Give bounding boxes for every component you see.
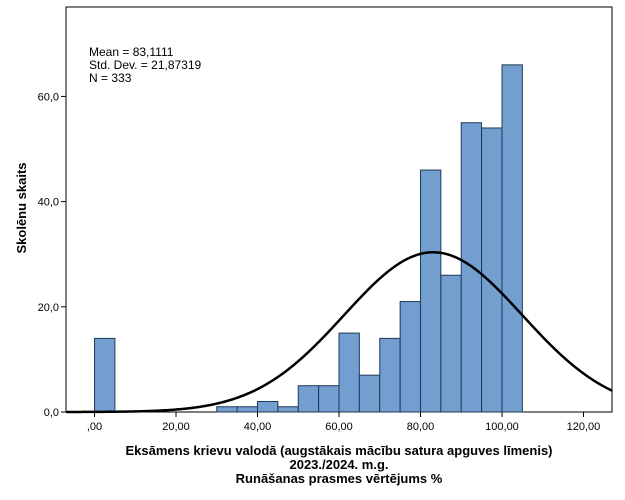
x-tick-label: 20,00 [162,421,190,433]
x-axis-title-line-3: Runāšanas prasmes vērtējums % [236,471,443,486]
histogram-bars [94,64,523,413]
stats-mean: Mean = 83,1111 [89,45,174,59]
bar-100-105 [501,64,523,413]
x-tick-label: 80,00 [407,421,435,433]
bar-50-55 [297,385,320,413]
normal-curve [65,251,613,414]
x-tick-label: 120,00 [567,421,601,433]
x-axis: ,00 20,00 40,00 60,00 80,00 100,00 120,00 [87,412,600,433]
x-tick-label: 60,00 [325,421,353,433]
y-axis-title: Skolēnu skaits [14,162,29,253]
y-tick-label: 20,0 [38,302,59,314]
bar-75-80 [399,301,421,413]
bar-60-65 [338,332,360,413]
bar-55-60 [318,385,340,413]
bar-95-100 [481,127,503,413]
bar-35-40 [236,406,259,413]
stats-std-dev: Std. Dev. = 21,87319 [89,58,202,72]
bar-40-45 [257,400,279,413]
bar-65-70 [358,374,381,413]
y-tick-label: 60,0 [38,91,59,103]
bar-85-90 [440,274,462,413]
x-axis-title-line-1: Eksāmens krievu valodā (augstākais mācīb… [125,443,552,458]
x-tick-label: 40,00 [244,421,272,433]
bar-0-5 [94,337,116,413]
y-axis: 0,0 20,0 40,0 60,0 [38,91,66,419]
stats-n: N = 333 [89,71,132,85]
bar-80-85 [419,169,442,413]
bar-30-35 [216,406,238,413]
bar-45-50 [277,406,299,413]
y-tick-label: 0,0 [44,407,59,419]
y-tick-label: 40,0 [38,197,59,209]
x-tick-label: 100,00 [485,421,519,433]
bar-70-75 [379,337,401,413]
x-tick-label: ,00 [87,421,102,433]
x-axis-title-line-2: 2023./2024. m.g. [289,457,388,472]
